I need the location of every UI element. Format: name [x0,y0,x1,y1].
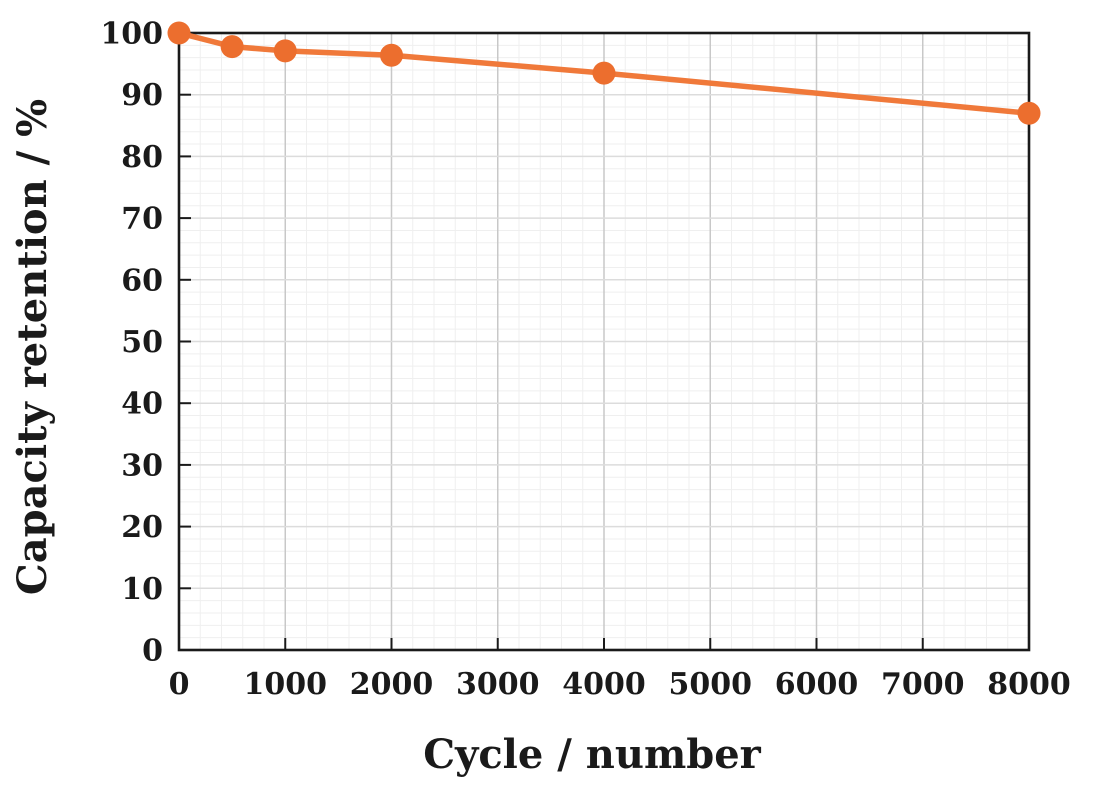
data-point [273,39,297,63]
data-point [220,35,244,59]
data-point [1017,101,1041,125]
y-tick-label: 50 [121,325,163,360]
y-tick-label: 60 [121,263,163,298]
x-tick-label: 6000 [775,667,859,702]
x-axis-title: Cycle / number [423,731,761,778]
x-tick-label: 2000 [350,667,434,702]
y-axis-title: Capacity retention / % [9,99,56,595]
y-tick-label: 20 [121,510,163,545]
x-tick-label: 0 [169,667,190,702]
y-tick-label: 40 [121,387,163,422]
data-series-layer [167,21,1041,125]
x-tick-label: 7000 [881,667,965,702]
axis-layer: 0 1000 2000 3000 4000 5000 6000 7000 8000 0 10 20 30… [100,17,1070,703]
y-tick-label: 70 [121,202,163,237]
x-tick-label: 8000 [987,667,1071,702]
y-tick-label: 0 [142,634,163,669]
x-tick-label: 3000 [456,667,540,702]
data-point [380,43,403,67]
grid-layer [179,33,1029,650]
y-tick-label: 90 [121,78,163,113]
y-tick-label: 10 [121,572,163,607]
y-tick-label: 30 [121,448,163,483]
x-tick-label: 1000 [244,667,328,702]
data-point [592,61,616,85]
x-tick-label: 4000 [562,667,646,702]
x-tick-label: 5000 [669,667,753,702]
y-tick-label: 100 [100,17,163,52]
data-point [167,21,191,45]
y-tick-label: 80 [121,140,163,175]
